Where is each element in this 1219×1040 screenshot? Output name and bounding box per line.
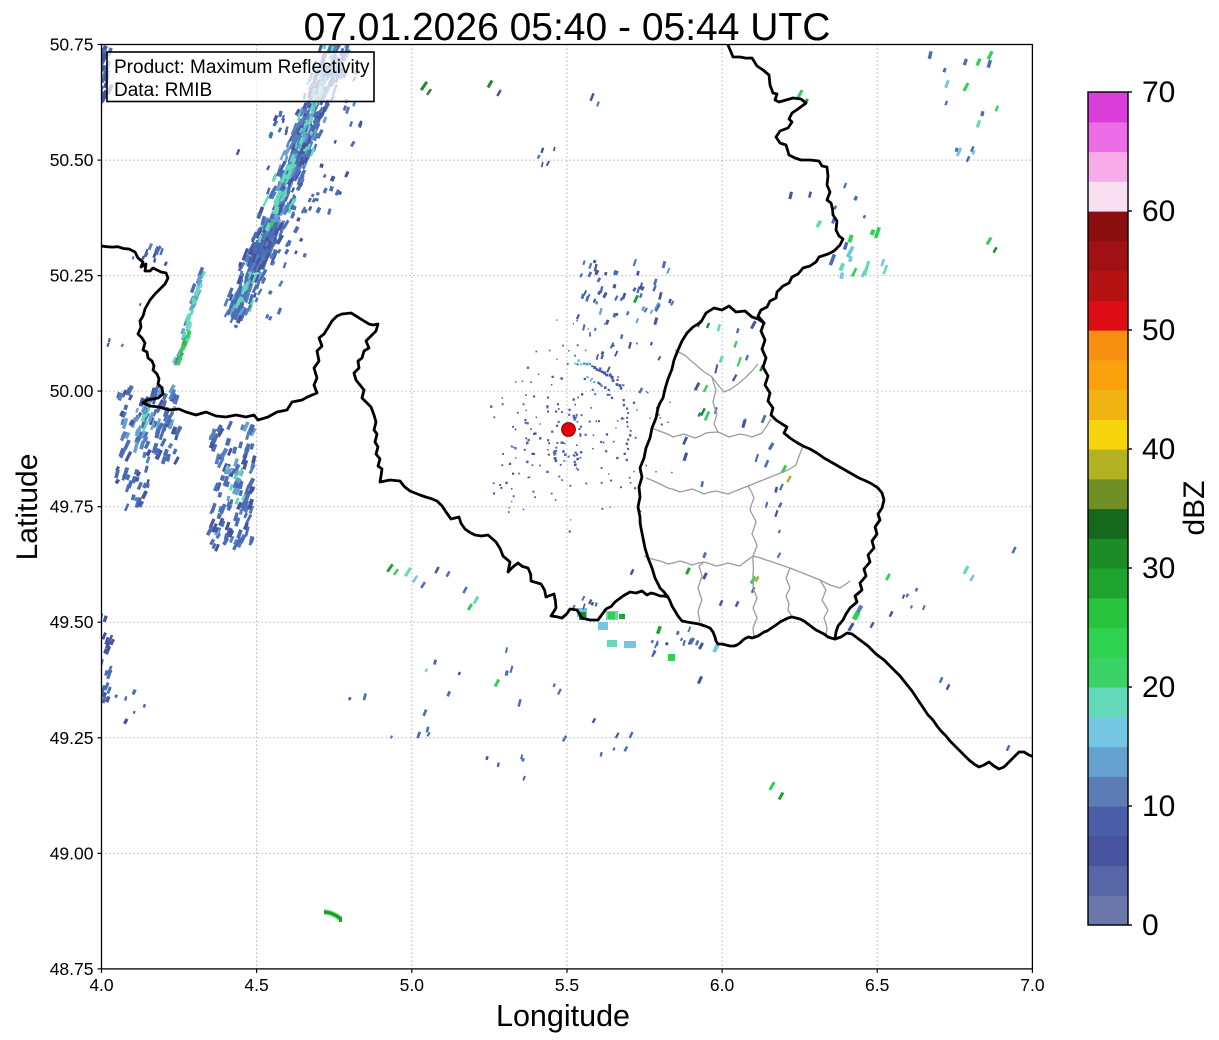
svg-text:48.75: 48.75 (50, 959, 94, 979)
svg-text:49.50: 49.50 (50, 612, 94, 632)
svg-text:Longitude: Longitude (496, 999, 630, 1033)
svg-text:5.5: 5.5 (555, 975, 579, 995)
svg-text:5.0: 5.0 (400, 975, 425, 995)
svg-text:4.5: 4.5 (244, 975, 268, 995)
svg-text:6.5: 6.5 (865, 975, 889, 995)
svg-text:0: 0 (1142, 909, 1159, 942)
svg-text:4.0: 4.0 (89, 975, 114, 995)
svg-text:50.00: 50.00 (50, 381, 94, 401)
svg-text:30: 30 (1142, 552, 1175, 585)
svg-text:10: 10 (1142, 790, 1175, 823)
svg-text:6.0: 6.0 (710, 975, 735, 995)
svg-text:7.0: 7.0 (1020, 975, 1045, 995)
svg-text:50.75: 50.75 (50, 35, 94, 55)
svg-text:20: 20 (1142, 671, 1175, 704)
svg-text:70: 70 (1142, 76, 1175, 109)
svg-text:49.25: 49.25 (50, 728, 94, 748)
svg-text:40: 40 (1142, 433, 1175, 466)
svg-text:dBZ: dBZ (1178, 480, 1211, 535)
svg-text:49.00: 49.00 (50, 843, 94, 863)
svg-text:50: 50 (1142, 314, 1175, 347)
svg-text:49.75: 49.75 (50, 497, 94, 517)
svg-text:60: 60 (1142, 195, 1175, 228)
svg-text:Latitude: Latitude (11, 454, 44, 561)
svg-text:Data: RMIB: Data: RMIB (114, 80, 212, 101)
svg-text:50.25: 50.25 (50, 266, 94, 286)
svg-text:07.01.2026 05:40 - 05:44 UTC: 07.01.2026 05:40 - 05:44 UTC (304, 6, 831, 49)
svg-text:50.50: 50.50 (50, 150, 94, 170)
svg-text:Product: Maximum Reflectivity: Product: Maximum Reflectivity (114, 57, 370, 78)
